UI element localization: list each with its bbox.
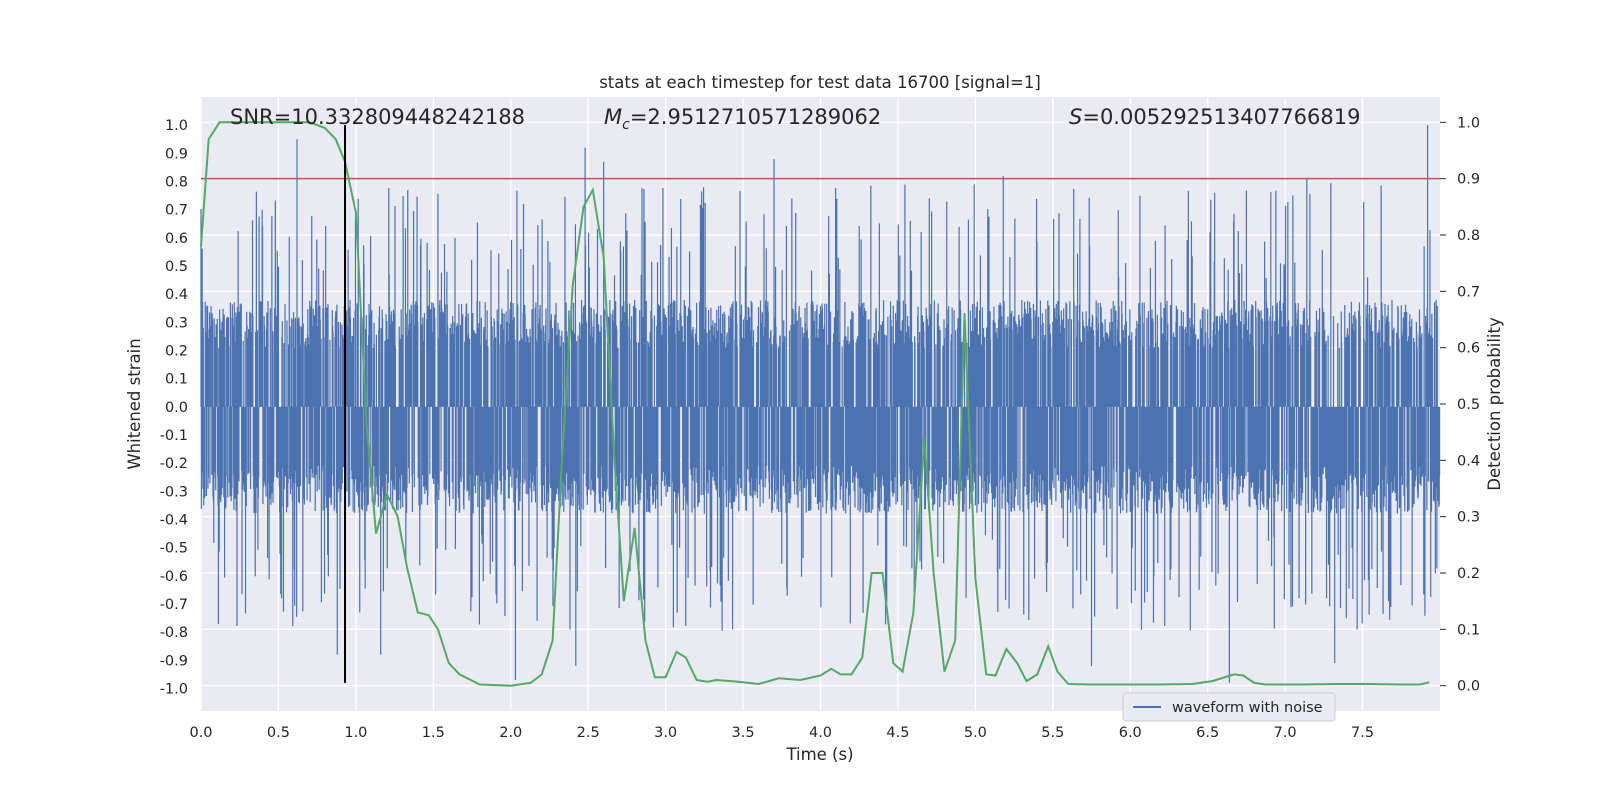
x-tick-label: 5.0 <box>964 725 987 741</box>
x-tick-label: 4.0 <box>809 725 832 741</box>
y-right-tick-label: 0.8 <box>1457 228 1480 244</box>
y-left-tick-label: 0.3 <box>165 315 188 331</box>
x-tick-label: 2.5 <box>577 725 600 741</box>
y-right-tick-label: 0.2 <box>1457 566 1480 582</box>
probability-series <box>200 121 1430 687</box>
snr-annotation: SNR=10.332809448242188 <box>230 105 525 129</box>
y-right-tick-label: 0.5 <box>1457 397 1480 413</box>
y-left-axis-label: Whitened strain <box>125 338 144 469</box>
x-axis-label: Time (s) <box>785 745 853 764</box>
x-tick-label: 4.5 <box>886 725 909 741</box>
y-right-tick-labels: 1.0 0.9 0.8 0.7 0.6 0.5 0.4 0.3 0.2 0.1 0.0 <box>1440 115 1480 695</box>
y-left-tick-label: -0.7 <box>160 597 188 613</box>
y-left-tick-label: -0.5 <box>160 541 188 557</box>
x-tick-label: 1.5 <box>422 725 445 741</box>
y-left-tick-label: 0.5 <box>165 259 188 275</box>
y-left-tick-label: 0.9 <box>165 146 188 162</box>
y-left-tick-label: -1.0 <box>160 681 188 697</box>
y-left-tick-label: 0.2 <box>165 343 188 359</box>
x-tick-label: 1.0 <box>344 725 367 741</box>
y-left-tick-labels: 1.0 0.9 0.8 0.7 0.6 0.5 0.4 0.3 0.2 0.1 0.0 -0.1 -0.… <box>160 118 188 697</box>
legend-label: waveform with noise <box>1172 700 1323 716</box>
y-left-tick-label: -0.9 <box>160 653 188 669</box>
y-right-tick-label: 0.6 <box>1457 341 1480 357</box>
x-tick-label: 6.5 <box>1196 725 1219 741</box>
y-right-tick-label: 0.7 <box>1457 284 1480 300</box>
y-right-axis-label: Detection probability <box>1485 317 1504 491</box>
x-tick-label: 5.5 <box>1041 725 1064 741</box>
x-tick-label: 7.0 <box>1274 725 1297 741</box>
y-left-tick-label: -0.8 <box>160 625 188 641</box>
x-tick-label: 7.5 <box>1351 725 1374 741</box>
s-annotation: S=0.005292513407766819 <box>1069 105 1360 129</box>
x-tick-label: 0.0 <box>189 725 212 741</box>
y-left-tick-label: 0.6 <box>165 231 188 247</box>
legend-box <box>1122 692 1336 722</box>
y-right-tick-label: 0.3 <box>1457 510 1480 526</box>
y-left-tick-label: -0.1 <box>160 428 188 444</box>
x-tick-label: 0.5 <box>267 725 290 741</box>
y-right-tick-label: 0.1 <box>1457 622 1480 638</box>
x-tick-label: 3.0 <box>654 725 677 741</box>
y-right-tick-label: 0.0 <box>1457 679 1480 695</box>
y-left-tick-label: -0.3 <box>160 484 188 500</box>
y-left-tick-label: 0.0 <box>165 400 188 416</box>
x-tick-label: 6.0 <box>1119 725 1142 741</box>
y-left-tick-label: -0.2 <box>160 456 188 472</box>
y-right-tick-label: 0.9 <box>1457 172 1480 188</box>
y-left-tick-label: 0.1 <box>165 372 188 388</box>
y-left-tick-label: 1.0 <box>165 118 188 134</box>
y-left-tick-label: -0.4 <box>160 512 188 528</box>
waveform-path <box>200 125 1441 683</box>
y-left-tick-label: 0.8 <box>165 174 188 190</box>
x-tick-label: 2.0 <box>499 725 522 741</box>
chirp-mass-annotation: Mc=2.9512710571289062 <box>604 105 881 133</box>
y-right-tick-label: 0.4 <box>1457 453 1480 469</box>
y-left-tick-label: -0.6 <box>160 569 188 585</box>
y-left-tick-label: 0.4 <box>165 287 188 303</box>
chart-title: stats at each timestep for test data 167… <box>599 73 1041 92</box>
x-tick-label: 3.5 <box>732 725 755 741</box>
y-right-tick-label: 1.0 <box>1457 115 1480 131</box>
y-left-tick-label: 0.7 <box>165 203 188 219</box>
legend: waveform with noise <box>1122 692 1336 722</box>
waveform-series <box>200 125 1441 683</box>
x-tick-labels: 0.0 0.5 1.0 1.5 2.0 2.5 3.0 3.5 4.0 4.5 5.0 5.5 6.0 6… <box>189 725 1374 741</box>
